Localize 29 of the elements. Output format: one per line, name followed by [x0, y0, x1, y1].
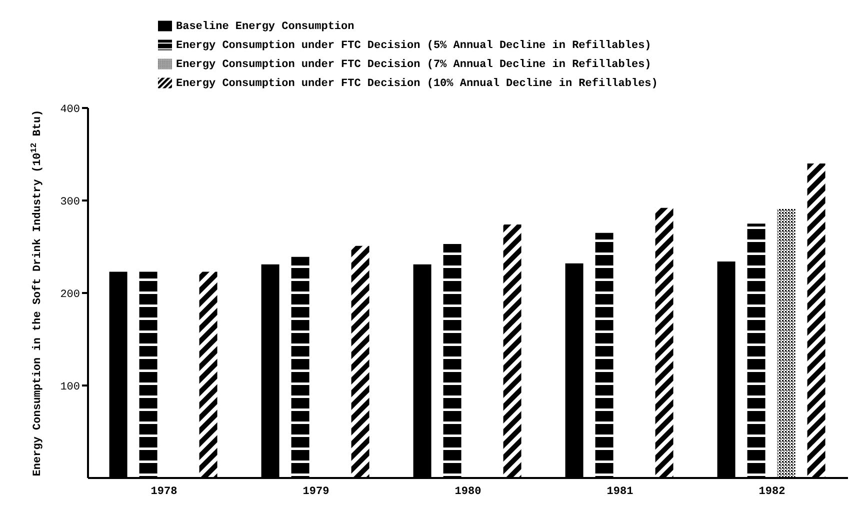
bar	[109, 272, 128, 478]
x-tick-label: 1982	[758, 486, 786, 498]
bar	[807, 164, 826, 478]
bar	[413, 264, 432, 478]
y-tick-label: 300	[60, 196, 80, 208]
bar	[777, 208, 796, 478]
y-tick-label: 200	[60, 288, 80, 301]
bar	[261, 264, 280, 478]
bar	[199, 272, 218, 478]
bar	[565, 263, 584, 478]
bar	[655, 208, 674, 478]
legend-label: Baseline Energy Consumption	[176, 21, 354, 33]
legend-label: Energy Consumption under FTC Decision (5% Annual Decline in Refillables)	[176, 40, 652, 52]
bar	[351, 246, 370, 478]
x-tick-label: 1978	[150, 486, 178, 498]
legend-label: Energy Consumption under FTC Decision (7% Annual Decline in Refillables)	[176, 59, 652, 71]
legend-label: Energy Consumption under FTC Decision (10% Annual Decline in Refillables)	[176, 78, 658, 90]
bar	[443, 244, 462, 478]
bar	[747, 224, 766, 478]
x-tick-label: 1981	[606, 486, 634, 498]
bar	[291, 256, 310, 478]
y-tick-label: 100	[60, 381, 80, 394]
y-tick-label: 400	[60, 104, 80, 116]
bar	[503, 224, 522, 478]
bar	[139, 272, 158, 478]
x-tick-label: 1979	[302, 486, 330, 498]
bar	[717, 262, 736, 478]
bar	[595, 232, 614, 478]
x-tick-label: 1980	[454, 486, 482, 498]
